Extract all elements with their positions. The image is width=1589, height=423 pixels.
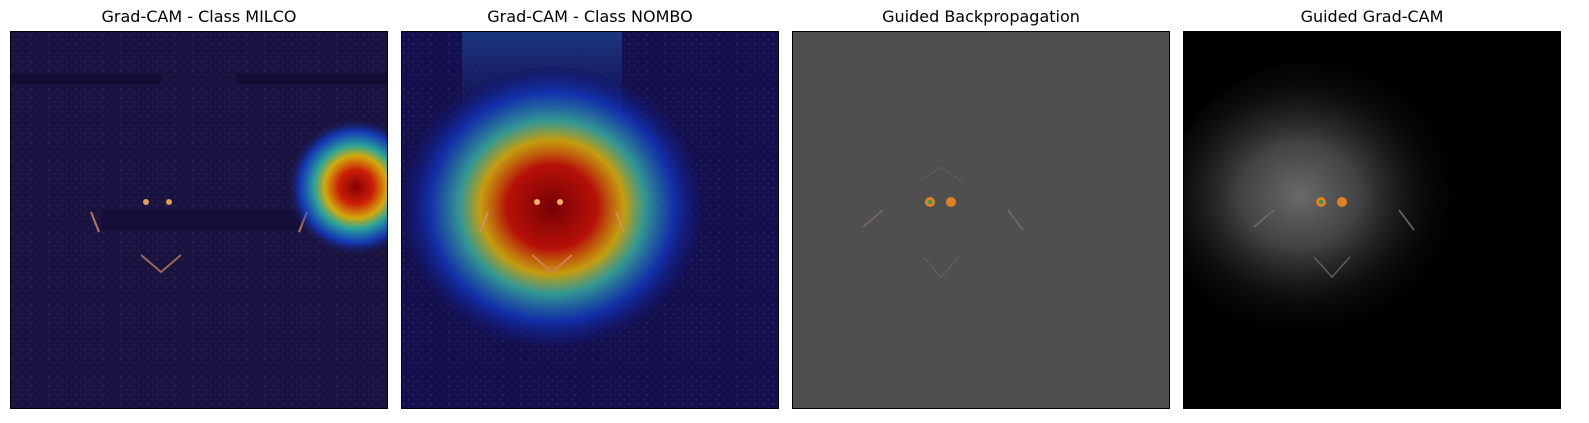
panel-title: Guided Grad-CAM <box>1300 7 1444 26</box>
panel-gradcam-milco: Grad-CAM - Class MILCO <box>10 0 388 423</box>
gradcam-nombo-image <box>401 31 779 409</box>
gradcam-milco-image <box>10 31 388 409</box>
guided-backprop-image <box>792 31 1170 409</box>
panel-title: Grad-CAM - Class MILCO <box>101 7 297 26</box>
panel-gradcam-nombo: Grad-CAM - Class NOMBO <box>401 0 779 423</box>
panel-guided-backprop: Guided Backpropagation <box>792 0 1170 423</box>
panel-title: Guided Backpropagation <box>882 7 1080 26</box>
panel-title: Grad-CAM - Class NOMBO <box>487 7 693 26</box>
guided-gradcam-image <box>1183 31 1561 409</box>
panel-guided-gradcam: Guided Grad-CAM <box>1183 0 1561 423</box>
